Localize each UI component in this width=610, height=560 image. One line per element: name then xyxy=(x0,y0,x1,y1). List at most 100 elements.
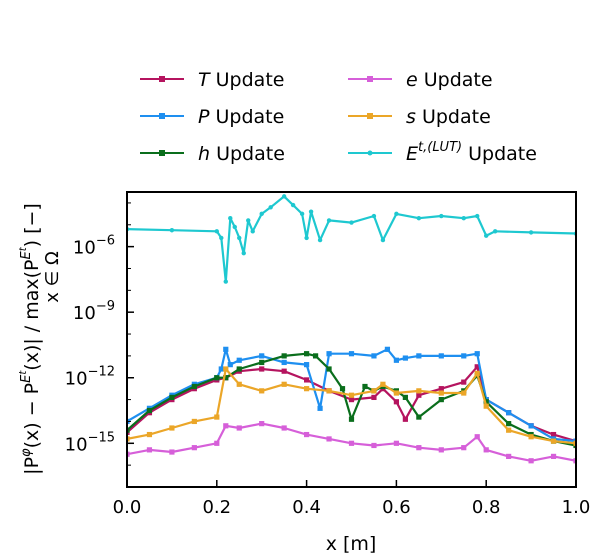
data-point-h xyxy=(339,386,346,392)
data-point-s xyxy=(483,403,489,409)
data-point-p xyxy=(528,423,534,429)
data-point-t xyxy=(348,396,355,403)
data-point-e-lut xyxy=(223,279,228,284)
data-point-s xyxy=(416,388,422,394)
y-tick-label: 10−6 xyxy=(73,234,115,259)
series-line-p xyxy=(127,348,576,443)
legend: T Update P Update h Update e Update s Update… xyxy=(140,69,537,165)
data-point-e xyxy=(214,440,220,446)
data-point-e xyxy=(573,458,576,464)
x-tick-label: 1.0 xyxy=(562,497,591,518)
ylabel-rhs-supsup: t xyxy=(18,246,29,251)
x-axis-label: x [m] xyxy=(326,533,377,555)
y-axis-label: |Pφ(x) − PEt(x)| / max(PEt) [−] x ∈ Ω xyxy=(18,203,63,475)
ylabel-lhs-sup: φ xyxy=(19,448,34,457)
data-point-e-lut xyxy=(528,230,534,235)
data-point-e-lut xyxy=(299,211,305,217)
ylabel-max-subscript: x ∈ Ω xyxy=(42,251,63,303)
data-point-s xyxy=(371,388,377,394)
legend-swatch-marker xyxy=(367,150,373,156)
legend-label: h Update xyxy=(198,143,285,165)
legend-label: s Update xyxy=(406,106,491,128)
data-point-h xyxy=(304,351,310,357)
data-point-p xyxy=(416,353,422,359)
data-point-h xyxy=(236,366,242,372)
data-point-s xyxy=(259,388,265,394)
data-point-p xyxy=(438,353,444,359)
y-tick-label: 10−15 xyxy=(65,430,115,455)
legend-swatch-marker xyxy=(367,76,373,82)
x-tick-label: 0.6 xyxy=(382,497,411,518)
x-tick-label: 0.0 xyxy=(113,497,142,518)
data-point-p xyxy=(384,346,391,352)
data-point-e-lut xyxy=(228,216,233,221)
data-point-e-lut xyxy=(308,209,314,214)
data-point-e xyxy=(191,445,197,451)
data-point-s xyxy=(393,390,399,396)
legend-swatch-marker xyxy=(159,113,165,119)
data-point-h xyxy=(402,394,408,401)
data-point-h xyxy=(348,416,355,422)
data-point-e-lut xyxy=(232,224,237,230)
x-tick-label: 0.8 xyxy=(472,497,501,518)
data-point-s xyxy=(169,425,175,431)
data-point-e-lut xyxy=(349,220,354,225)
data-point-e xyxy=(326,436,332,442)
data-point-e-lut xyxy=(250,229,255,234)
data-point-e-lut xyxy=(326,218,332,223)
data-point-p xyxy=(281,359,287,366)
data-point-t xyxy=(393,399,399,405)
legend-swatch-marker xyxy=(159,150,165,156)
data-point-p xyxy=(259,353,265,359)
ylabel-mid-sup: E xyxy=(19,374,34,383)
legend-item-t: T Update xyxy=(140,69,284,91)
data-point-s xyxy=(474,370,480,376)
data-point-p xyxy=(223,346,229,352)
data-point-s xyxy=(146,431,153,438)
data-point-s xyxy=(438,390,444,396)
data-point-e xyxy=(371,442,377,449)
data-point-h xyxy=(438,396,444,403)
data-point-h xyxy=(223,375,229,381)
data-point-h xyxy=(127,427,130,433)
data-point-h xyxy=(191,383,197,390)
data-point-t xyxy=(550,431,557,438)
data-point-s xyxy=(281,381,287,387)
data-point-s xyxy=(461,390,467,396)
data-point-e xyxy=(223,423,229,429)
data-point-e-lut xyxy=(259,211,264,217)
data-point-e xyxy=(416,445,422,451)
data-point-t xyxy=(474,364,480,370)
data-point-e-lut xyxy=(475,213,480,219)
y-tick-label: 10−12 xyxy=(65,365,115,390)
data-point-e-lut xyxy=(268,205,273,210)
data-point-p xyxy=(393,357,399,363)
data-point-s xyxy=(506,427,512,433)
data-point-s xyxy=(550,438,557,444)
x-ticks: 0.0 0.2 0.4 0.6 0.8 1.0 xyxy=(113,480,591,518)
legend-label: Et,(LUT) Update xyxy=(406,140,537,165)
legend-item-e: e Update xyxy=(348,69,493,91)
data-point-e xyxy=(483,447,489,453)
data-point-t xyxy=(438,386,444,392)
legend-item-s: s Update xyxy=(348,106,491,128)
data-point-p xyxy=(371,353,377,359)
series-line-s xyxy=(127,367,576,445)
data-point-h xyxy=(362,383,368,390)
data-point-e xyxy=(506,453,512,460)
data-point-p xyxy=(218,366,224,372)
data-point-e-lut xyxy=(219,235,224,241)
data-point-p xyxy=(326,351,332,357)
legend-swatch-marker xyxy=(159,76,165,82)
data-point-t xyxy=(304,377,310,383)
data-point-e-lut xyxy=(394,211,399,217)
data-point-e xyxy=(461,445,467,451)
series-s xyxy=(127,366,576,446)
data-point-p xyxy=(236,357,242,363)
data-point-e-lut xyxy=(169,228,175,233)
plot-frame xyxy=(126,191,577,488)
data-point-t xyxy=(402,416,408,422)
data-point-e-lut xyxy=(416,216,422,221)
svg-text:|Pφ(x) − PEt(x)| / max(PEt) [−: |Pφ(x) − PEt(x)| / max(PEt) [−] xyxy=(18,203,43,475)
data-point-e-lut xyxy=(484,233,489,238)
